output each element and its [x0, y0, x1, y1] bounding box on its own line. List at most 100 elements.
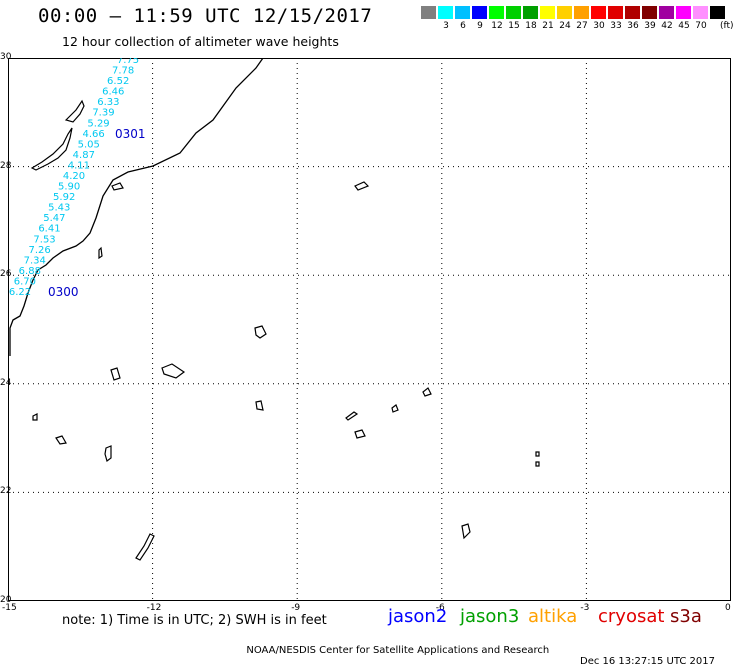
satellite-name: jason2 — [388, 606, 448, 627]
island-small-7 — [255, 400, 264, 411]
lon-label: -12 — [146, 603, 162, 613]
wave-height-label: 4.20 — [63, 171, 85, 182]
scale-swatch — [659, 6, 674, 19]
scale-label: 39 — [644, 21, 656, 31]
scale-swatch — [523, 6, 538, 19]
island-small-5 — [110, 367, 121, 381]
island-small-13 — [55, 435, 67, 445]
credit-organization: NOAA/NESDIS Center for Satellite Applica… — [246, 645, 550, 656]
island-small-14 — [104, 445, 112, 463]
wave-height-label: 7.75 — [117, 58, 139, 66]
scale-label: 15 — [508, 21, 520, 31]
scale-label: 21 — [542, 21, 554, 31]
lon-label: -15 — [2, 603, 17, 613]
wave-height-label: 7.39 — [92, 108, 114, 119]
wave-height-label: 6.46 — [102, 87, 124, 98]
island-small-9 — [391, 404, 399, 413]
satellite-name: altika — [528, 606, 578, 627]
wave-height-label: 6.33 — [97, 97, 119, 108]
scale-swatch — [506, 6, 521, 19]
altimeter-track: 7.757.786.526.466.337.395.294.665.054.87… — [9, 58, 146, 299]
island-small-4 — [254, 325, 267, 339]
scale-label: 30 — [593, 21, 605, 31]
scale-label: 24 — [559, 21, 571, 31]
wave-height-label: 7.78 — [112, 66, 134, 77]
wave-height-label: 4.66 — [83, 129, 105, 140]
wave-height-label: 5.90 — [58, 182, 80, 193]
scale-label: 12 — [491, 21, 503, 31]
wave-height-label: 6.70 — [14, 276, 36, 287]
scale-label: 3 — [443, 21, 449, 31]
wave-height-label: 6.41 — [38, 224, 60, 235]
lat-label: 26 — [0, 269, 12, 280]
chart-subtitle: 12 hour collection of altimeter wave hei… — [62, 34, 339, 49]
island-small-8 — [422, 387, 432, 397]
wave-height-label: 5.29 — [87, 118, 109, 129]
scale-swatch — [574, 6, 589, 19]
map-plot: 7.757.786.526.466.337.395.294.665.054.87… — [8, 58, 731, 601]
lat-label: 28 — [0, 160, 12, 171]
scale-label: 36 — [627, 21, 639, 31]
scale-label: 9 — [477, 21, 483, 31]
lon-label: -3 — [580, 603, 590, 613]
island-lanzarote — [64, 99, 85, 123]
scale-swatch — [625, 6, 640, 19]
chart-title: 00:00 – 11:59 UTC 12/15/2017 — [38, 5, 373, 27]
scale-swatch — [438, 6, 453, 19]
wave-height-label: 6.22 — [9, 287, 31, 298]
island-small-6 — [161, 363, 186, 379]
scale-swatch — [421, 6, 436, 19]
pass-time-label: 0300 — [48, 285, 79, 299]
wave-height-label: 5.05 — [78, 139, 100, 150]
scale-label: 6 — [460, 21, 466, 31]
scale-swatch — [676, 6, 691, 19]
island-small-2 — [354, 181, 370, 191]
scale-label: 18 — [525, 21, 537, 31]
scale-label: 70 — [695, 21, 707, 31]
wave-height-label: 5.43 — [48, 203, 70, 214]
scale-swatch — [693, 6, 708, 19]
scale-label: 42 — [661, 21, 673, 31]
satellite-name: cryosat — [598, 606, 665, 627]
island-small-11 — [354, 429, 366, 439]
credit-line: NOAA/NESDIS Center for Satellite Applica… — [240, 634, 715, 667]
satellite-name: jason3 — [460, 606, 520, 627]
african-coastline — [9, 58, 264, 356]
wave-height-label: 6.52 — [107, 76, 129, 87]
lat-label: 22 — [0, 486, 12, 497]
wave-height-label: 7.53 — [33, 234, 55, 245]
scale-swatch — [455, 6, 470, 19]
wave-height-label: 4.87 — [73, 150, 95, 161]
wave-height-label: 5.47 — [43, 213, 65, 224]
wave-height-label: 5.92 — [53, 192, 75, 203]
island-small-16 — [461, 523, 471, 540]
scale-swatch — [557, 6, 572, 19]
wave-height-label: 6.88 — [19, 266, 41, 277]
map-grid — [8, 58, 731, 601]
scale-swatch — [472, 6, 487, 19]
lon-label: -6 — [435, 603, 445, 613]
credit-timestamp: Dec 16 13:27:15 UTC 2017 — [580, 656, 715, 667]
wave-height-label: 7.34 — [24, 255, 46, 266]
map-frame — [8, 58, 731, 601]
island-small-10 — [345, 411, 359, 421]
scale-label: 45 — [678, 21, 690, 31]
scale-label: 27 — [576, 21, 588, 31]
wave-height-label: 4.11 — [68, 160, 90, 171]
scale-swatch — [489, 6, 504, 19]
wave-height-label: 7.26 — [29, 245, 51, 256]
scale-swatch — [591, 6, 606, 19]
island-small-1 — [111, 182, 124, 191]
lon-label: 0 — [725, 603, 731, 613]
lon-label: -9 — [291, 603, 301, 613]
lat-label: 24 — [0, 377, 12, 388]
island-small-15 — [535, 451, 540, 467]
scale-swatch — [642, 6, 657, 19]
lat-label: 20 — [0, 595, 12, 605]
island-small-12 — [32, 413, 38, 421]
island-fuerteventura — [30, 127, 73, 171]
scale-swatch — [710, 6, 725, 19]
island-small-17 — [135, 533, 155, 561]
scale-swatch — [540, 6, 555, 19]
island-small-3 — [98, 246, 103, 260]
